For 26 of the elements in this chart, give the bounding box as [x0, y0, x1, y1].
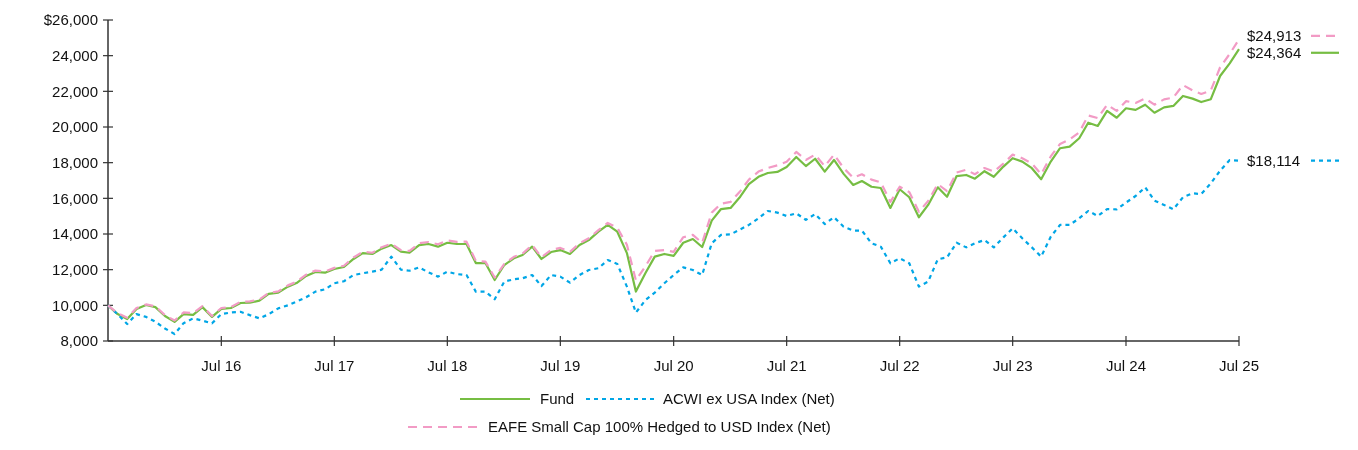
- y-tick-label: 10,000: [52, 296, 98, 314]
- legend-label: EAFE Small Cap 100% Hedged to USD Index (Net): [488, 418, 831, 435]
- x-tick-label: Jul 23: [992, 357, 1033, 374]
- y-tick-label: 16,000: [52, 189, 98, 207]
- x-tick-label: Jul 22: [879, 357, 920, 374]
- y-tick-label: 20,000: [52, 118, 98, 136]
- x-tick-label: Jul 16: [201, 357, 242, 374]
- x-tick-label: Jul 19: [540, 357, 581, 374]
- x-tick-label: Jul 20: [653, 357, 694, 374]
- data-label: $18,114: [1247, 151, 1301, 169]
- x-tick-label: Jul 21: [766, 357, 807, 374]
- data-label: $24,913: [1247, 27, 1302, 45]
- data-label: $24,364: [1247, 44, 1302, 62]
- y-tick-label: 24,000: [52, 46, 98, 64]
- legend-label: Fund: [540, 390, 575, 407]
- x-tick-label: Jul 25: [1218, 357, 1260, 374]
- y-tick-label: 18,000: [52, 153, 98, 171]
- x-tick-label: Jul 24: [1105, 357, 1147, 374]
- x-tick-label: Jul 18: [427, 357, 468, 374]
- y-tick-label: 14,000: [52, 225, 98, 243]
- y-tick-label: 22,000: [52, 82, 98, 100]
- legend-label: ACWI ex USA Index (Net): [663, 390, 835, 407]
- y-tick-label: $26,000: [43, 11, 98, 29]
- y-tick-label: 12,000: [52, 260, 98, 278]
- x-tick-label: Jul 17: [314, 357, 355, 374]
- y-tick-label: 8,000: [60, 332, 98, 350]
